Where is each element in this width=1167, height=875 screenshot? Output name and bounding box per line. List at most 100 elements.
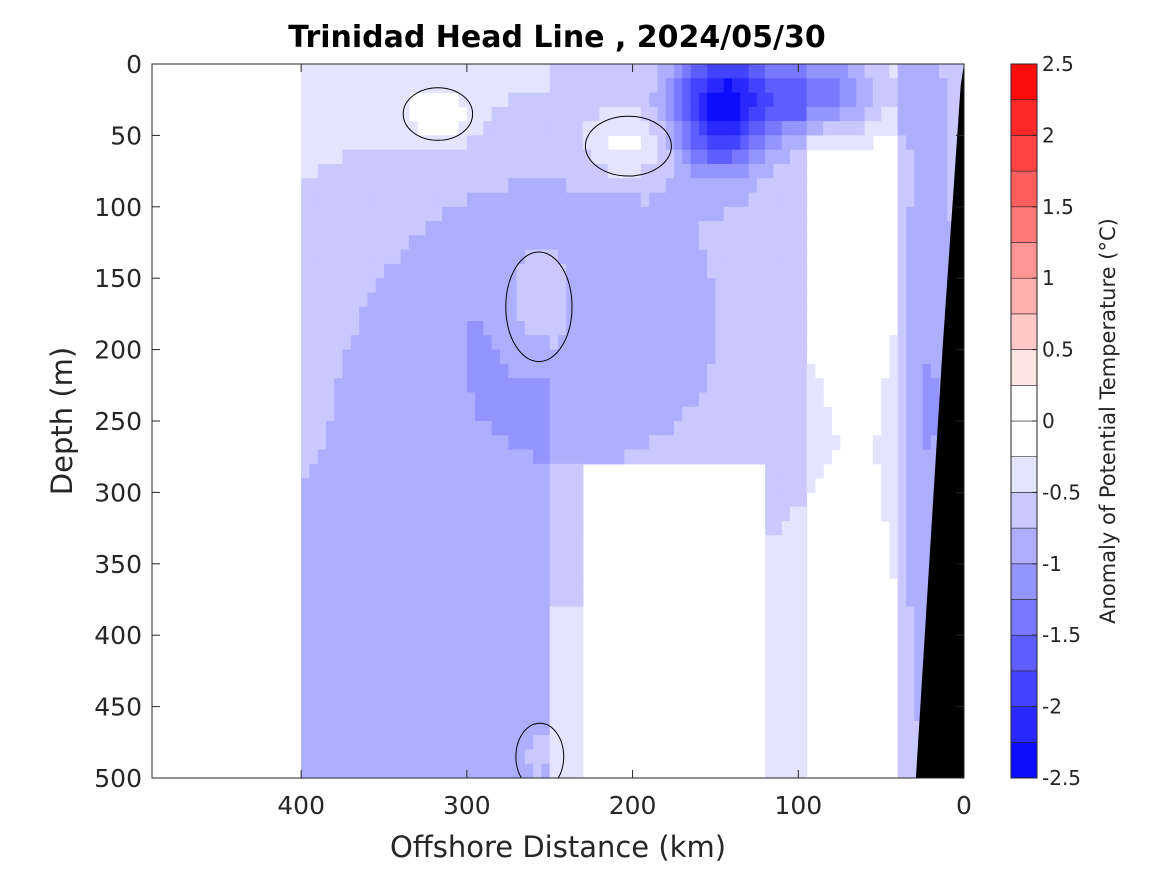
contour-cell (309, 435, 319, 451)
contour-cell (483, 520, 493, 536)
contour-cell (483, 192, 493, 208)
contour-cell (640, 135, 650, 151)
contour-cell (342, 678, 352, 693)
contour-cell (798, 406, 808, 422)
contour-cell (466, 635, 476, 651)
contour-cell (450, 292, 460, 308)
contour-cell (632, 263, 642, 279)
contour-cell (632, 192, 642, 208)
contour-cell (301, 392, 311, 408)
contour-cell (616, 349, 625, 365)
contour-cell (922, 435, 932, 451)
contour-cell (690, 221, 700, 236)
contour-cell (508, 249, 518, 265)
contour-cell (740, 178, 750, 194)
contour-cell (906, 763, 915, 778)
contour-cell (599, 378, 609, 394)
contour-cell (375, 578, 385, 593)
contour-cell (508, 163, 518, 179)
contour-cell (375, 449, 385, 465)
contour-cell (342, 235, 352, 251)
contour-cell (317, 64, 327, 79)
contour-cell (433, 606, 443, 622)
contour-cell (450, 192, 460, 208)
contour-cell (508, 506, 518, 522)
contour-cell (823, 449, 833, 465)
contour-cell (475, 606, 485, 622)
contour-cell (350, 635, 360, 651)
contour-cell (433, 520, 443, 536)
contour-cell (582, 221, 592, 236)
contour-cell (375, 192, 385, 208)
contour-cell (458, 278, 468, 294)
contour-cell (674, 64, 683, 79)
contour-cell (906, 606, 915, 622)
contour-cell (384, 463, 393, 479)
contour-cell (491, 506, 501, 522)
contour-cell (599, 221, 609, 236)
contour-cell (400, 121, 410, 136)
contour-cell (649, 249, 659, 265)
contour-cell (922, 321, 932, 336)
contour-cell (922, 235, 932, 251)
contour-cell (508, 292, 518, 308)
contour-cell (566, 64, 576, 79)
contour-cell (897, 749, 907, 765)
contour-cell (309, 549, 319, 565)
contour-cell (690, 249, 700, 265)
contour-cell (483, 506, 493, 522)
contour-cell (765, 149, 775, 165)
contour-cell (516, 349, 526, 365)
contour-cell (458, 735, 468, 751)
contour-cell (458, 592, 468, 608)
contour-cell (483, 663, 493, 679)
contour-cell (574, 649, 584, 665)
contour-cell (765, 121, 775, 136)
contour-cell (326, 335, 335, 351)
contour-cell (657, 449, 667, 465)
contour-cell (947, 163, 957, 179)
contour-cell (491, 306, 501, 322)
contour-cell (906, 135, 915, 151)
contour-cell (765, 720, 775, 736)
contour-cell (632, 406, 642, 422)
contour-cell (524, 106, 534, 122)
contour-cell (781, 235, 791, 251)
contour-cell (591, 235, 601, 251)
contour-cell (417, 149, 427, 165)
contour-cell (475, 392, 485, 408)
contour-cell (781, 321, 791, 336)
contour-cell (624, 392, 634, 408)
contour-cell (723, 263, 733, 279)
contour-cell (640, 78, 650, 94)
contour-cell (516, 578, 526, 593)
bathymetry-mask (915, 64, 964, 778)
contour-cell (533, 149, 543, 165)
contour-cell (301, 663, 311, 679)
contour-cell (558, 64, 567, 79)
colorbar-tick-label: 1 (1042, 266, 1055, 290)
contour-cell (640, 121, 650, 136)
contour-cell (698, 221, 708, 236)
contour-cell (433, 64, 443, 79)
contour-cell (392, 435, 402, 451)
contour-cell (773, 392, 783, 408)
contour-cell (384, 235, 393, 251)
contour-cell (756, 235, 766, 251)
contour-cell (674, 149, 683, 165)
contour-cell (475, 649, 485, 665)
contour-cell (350, 206, 360, 222)
contour-cell (765, 78, 775, 94)
contour-cell (624, 449, 634, 465)
contour-cell (732, 92, 741, 108)
contour-cell (334, 135, 344, 151)
contour-cell (475, 306, 485, 322)
contour-cell (350, 649, 360, 665)
contour-cell (922, 349, 932, 365)
contour-cell (359, 178, 369, 194)
contour-cell (491, 121, 501, 136)
contour-cell (773, 306, 783, 322)
contour-cell (756, 106, 766, 122)
contour-cell (317, 421, 327, 436)
